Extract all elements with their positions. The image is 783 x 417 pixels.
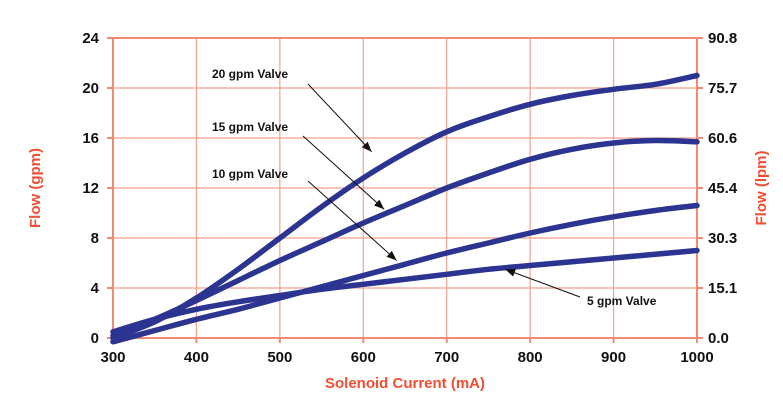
y2-tick-label: 30.3 (708, 230, 737, 247)
y2-tick-label: 15.1 (708, 280, 737, 297)
y2-tick-label: 60.6 (708, 130, 737, 147)
series-line-15-gpm-valve (110, 137, 700, 339)
annotation-leader-line (504, 268, 581, 298)
x-axis-title: Solenoid Current (mA) (325, 375, 485, 392)
y-tick-label: 8 (91, 230, 99, 247)
y2-tick-label: 0.0 (708, 330, 729, 347)
annotation-label: 20 gpm Valve (212, 67, 288, 81)
x-tick-label: 800 (518, 349, 543, 366)
y-tick-label: 24 (82, 30, 99, 47)
y-tick-label: 12 (82, 180, 99, 197)
y2-tick-label: 75.7 (708, 80, 737, 97)
x-tick-label: 700 (434, 349, 459, 366)
y2-tick-label: 90.8 (708, 30, 737, 47)
annotation-arrowhead (374, 199, 385, 210)
annotation-arrowhead (361, 141, 372, 152)
y-tick-label: 4 (91, 280, 100, 297)
annotation-leader-line (307, 180, 397, 261)
y2-tick-label: 45.4 (708, 180, 738, 197)
series-line-20-gpm-valve (110, 72, 700, 341)
series-line-10-gpm-valve (110, 202, 700, 345)
y-axis-title-right: Flow (lpm) (753, 151, 770, 226)
annotations: 20 gpm Valve 15 gpm Valve 10 gpm Valve 5 gp… (212, 67, 657, 308)
x-tick-label: 300 (100, 349, 125, 366)
annotation-arrowhead (386, 250, 397, 261)
x-tick-label: 500 (267, 349, 292, 366)
series-line-5-gpm-valve (110, 247, 700, 335)
annotation-arrowhead (505, 268, 516, 277)
annotation-label: 10 gpm Valve (212, 167, 288, 181)
annotation-label: 15 gpm Valve (212, 120, 288, 134)
x-tick-label: 1000 (680, 349, 713, 366)
y-tick-label: 0 (91, 330, 99, 347)
x-tick-label: 600 (351, 349, 376, 366)
x-tick-label: 900 (601, 349, 626, 366)
annotation-label: 5 gpm Valve (587, 294, 657, 308)
annotation-leader-line (302, 135, 385, 210)
y-axis-title-left: Flow (gpm) (27, 148, 44, 228)
tick-labels: 300 400 500 600 700 800 900 1000 0 0.0 4 15.1 8 30.3 1… (82, 30, 738, 366)
annotation-leader-line (307, 83, 372, 153)
plot-frame (112, 37, 698, 339)
series-lines (110, 72, 700, 345)
x-tick-label: 400 (184, 349, 209, 366)
y-tick-label: 20 (82, 80, 99, 97)
y-tick-label: 16 (82, 130, 99, 147)
